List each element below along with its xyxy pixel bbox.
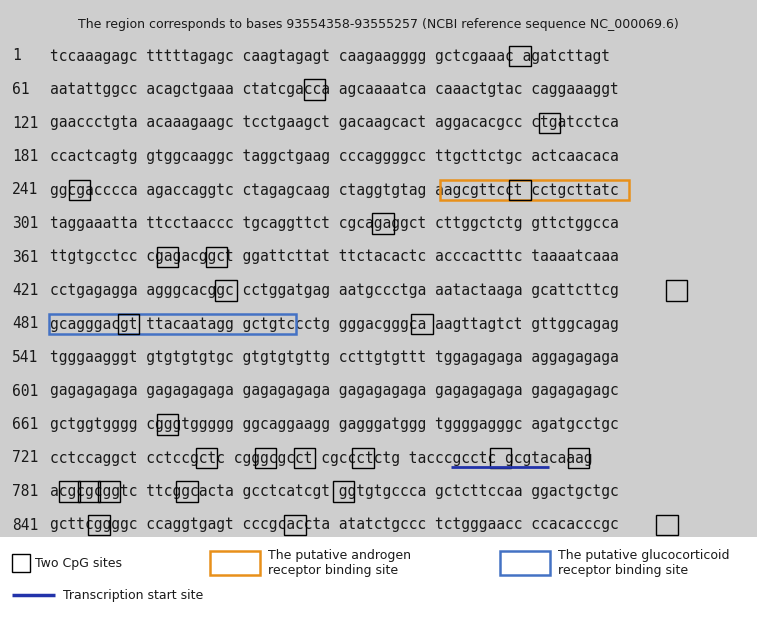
Text: 421: 421 (12, 283, 39, 298)
Text: 301: 301 (12, 216, 39, 231)
Text: 181: 181 (12, 149, 39, 164)
Text: 661: 661 (12, 417, 39, 432)
Text: 781: 781 (12, 484, 39, 499)
Text: 241: 241 (12, 183, 39, 197)
Text: gctggtgggg cgggtggggg ggcaggaagg gagggatggg tggggagggc agatgcctgc: gctggtgggg cgggtggggg ggcaggaagg gagggat… (50, 417, 618, 432)
Text: gaaccctgta acaaagaagc tcctgaagct gacaagcact aggacacgcc ctgatcctca: gaaccctgta acaaagaagc tcctgaagct gacaagc… (50, 115, 618, 131)
Text: gagagagaga gagagagaga gagagagaga gagagagaga gagagagaga gagagagagc: gagagagaga gagagagaga gagagagaga gagagag… (50, 384, 618, 399)
Text: acgcgcggtc ttcggcacta gcctcatcgt ggtgtgccca gctcttccaa ggactgctgc: acgcgcggtc ttcggcacta gcctcatcgt ggtgtgc… (50, 484, 618, 499)
Text: cctccaggct cctccgctc cgggcgcct cgccctctg tacccgcctc gcgtacaaag: cctccaggct cctccgctc cgggcgcct cgccctctg… (50, 450, 593, 465)
Text: 601: 601 (12, 384, 39, 399)
Text: tccaaagagc tttttagagc caagtagagt caagaagggg gctcgaaac agatcttagt: tccaaagagc tttttagagc caagtagagt caagaag… (50, 49, 610, 64)
Text: aatattggcc acagctgaaa ctatcgacca agcaaaatca caaactgtac caggaaaggt: aatattggcc acagctgaaa ctatcgacca agcaaaa… (50, 82, 618, 97)
Text: cctgagagga agggcacggc cctggatgag aatgccctga aatactaaga gcattcttcg: cctgagagga agggcacggc cctggatgag aatgccc… (50, 283, 618, 298)
Text: 721: 721 (12, 450, 39, 465)
Text: 61: 61 (12, 82, 30, 97)
Text: Transcription start site: Transcription start site (63, 589, 203, 602)
Text: gcagggacgt ttacaatagg gctgtccctg gggacgggca aagttagtct gttggcagag: gcagggacgt ttacaatagg gctgtccctg gggacgg… (50, 317, 618, 331)
Text: 121: 121 (12, 115, 39, 131)
FancyBboxPatch shape (12, 554, 30, 572)
Text: 361: 361 (12, 249, 39, 265)
Text: taggaaatta ttcctaaccc tgcaggttct cgcagaggct cttggctctg gttctggcca: taggaaatta ttcctaaccc tgcaggttct cgcagag… (50, 216, 618, 231)
Text: tgggaagggt gtgtgtgtgc gtgtgtgttg ccttgtgttt tggagagaga aggagagaga: tgggaagggt gtgtgtgtgc gtgtgtgttg ccttgtg… (50, 350, 618, 365)
Text: The putative glucocorticoid
receptor binding site: The putative glucocorticoid receptor bin… (558, 549, 730, 577)
Text: 481: 481 (12, 317, 39, 331)
Text: ttgtgcctcc cgagacggct ggattcttat ttctacactc acccactttc taaaatcaaa: ttgtgcctcc cgagacggct ggattcttat ttctaca… (50, 249, 618, 265)
Text: 1: 1 (12, 49, 20, 64)
Text: The region corresponds to bases 93554358-93555257 (NCBI reference sequence NC_00: The region corresponds to bases 93554358… (78, 18, 679, 31)
Text: gcttcggggc ccaggtgagt cccgcaccta atatctgccc tctgggaacc ccacacccgc: gcttcggggc ccaggtgagt cccgcaccta atatctg… (50, 518, 618, 532)
Text: 541: 541 (12, 350, 39, 365)
Text: ccactcagtg gtggcaaggc taggctgaag cccaggggcc ttgcttctgc actcaacaca: ccactcagtg gtggcaaggc taggctgaag cccaggg… (50, 149, 618, 164)
Text: ggcgacccca agaccaggtc ctagagcaag ctaggtgtag aagcgttcct cctgcttatc: ggcgacccca agaccaggtc ctagagcaag ctaggtg… (50, 183, 618, 197)
Text: 841: 841 (12, 518, 39, 532)
Text: Two CpG sites: Two CpG sites (35, 557, 122, 569)
Text: The putative androgen
receptor binding site: The putative androgen receptor binding s… (268, 549, 411, 577)
Bar (0, 537, 757, 617)
